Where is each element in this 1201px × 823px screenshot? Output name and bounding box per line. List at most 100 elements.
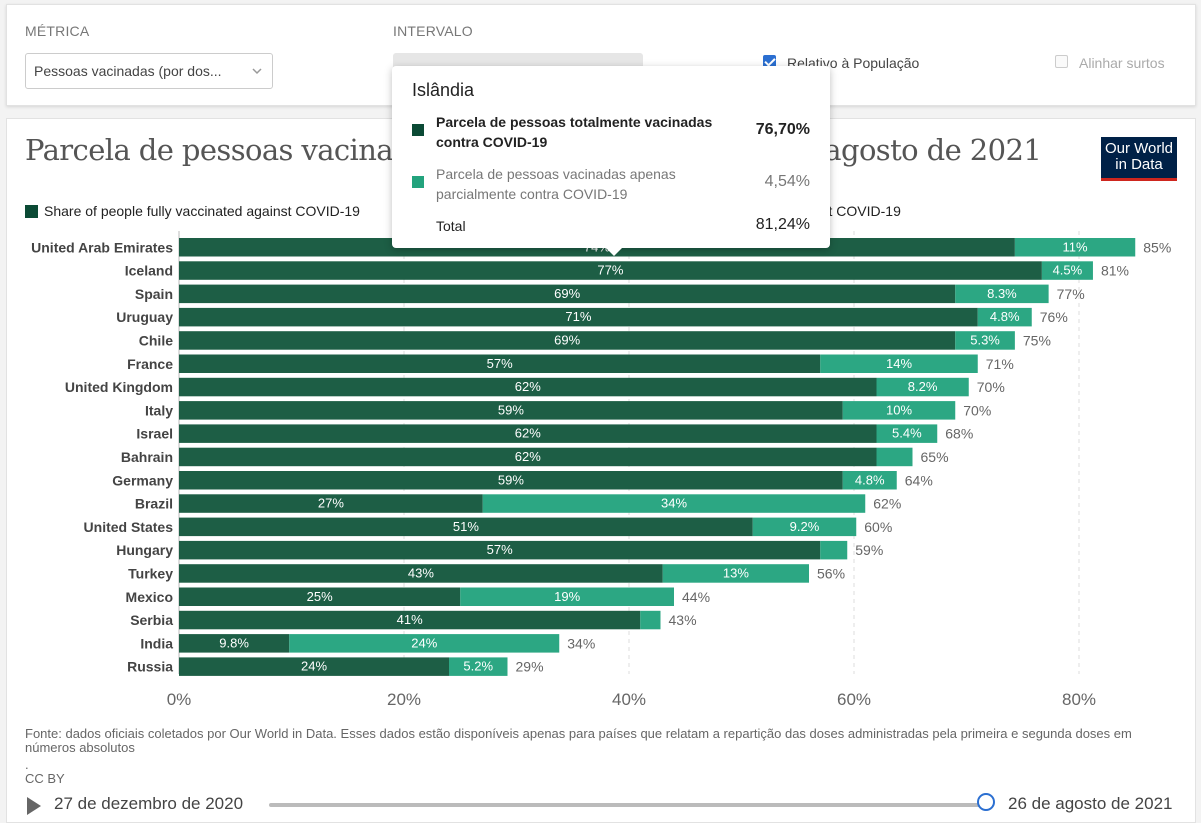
- bar-partial: [955, 331, 1015, 350]
- bar-label-partial: 34%: [661, 496, 687, 511]
- bar-label-partial: 9.2%: [790, 519, 820, 534]
- tooltip: Islândia Parcela de pessoas totalmente v…: [392, 66, 830, 256]
- category-label: Italy: [145, 402, 173, 418]
- bar-total-label: 71%: [986, 356, 1014, 372]
- category-label: Chile: [139, 332, 173, 348]
- bar-label-fully: 62%: [515, 449, 541, 464]
- bar-partial: [482, 494, 866, 513]
- bar-total-label: 56%: [817, 565, 845, 581]
- bar-partial: [876, 447, 913, 467]
- owid-logo[interactable]: Our World in Data: [1101, 137, 1177, 181]
- x-tick-label: 80%: [1062, 690, 1096, 709]
- bar-label-fully: 69%: [554, 332, 580, 347]
- metric-dropdown[interactable]: Pessoas vacinadas (por dos...: [25, 53, 273, 89]
- align-checkbox[interactable]: [1055, 55, 1068, 68]
- tooltip-row-partial: Parcela de pessoas vacinadas apenas parc…: [412, 164, 810, 204]
- bar-label-fully: 57%: [487, 542, 513, 557]
- legend-item-fully[interactable]: Share of people fully vaccinated against…: [25, 203, 360, 219]
- bar-fully: [179, 610, 641, 630]
- bar-label-partial: 24%: [411, 635, 437, 650]
- bar-total-label: 44%: [682, 589, 710, 605]
- bar-label-fully: 57%: [487, 356, 513, 371]
- metric-dropdown-value: Pessoas vacinadas (por dos...: [34, 63, 222, 79]
- source-note: Fonte: dados oficiais coletados por Our …: [25, 726, 1132, 755]
- bar-label-partial: 8.3%: [987, 286, 1017, 301]
- bar-partial: [842, 401, 956, 420]
- tooltip-value-total: 81,24%: [755, 216, 810, 233]
- bar-fully: [179, 401, 843, 420]
- bar-total-label: 70%: [963, 402, 991, 418]
- bar-fully: [179, 564, 663, 583]
- bar-fully: [179, 284, 956, 304]
- bar-fully: [179, 354, 821, 373]
- category-label: United Kingdom: [65, 379, 173, 395]
- tooltip-value-partial: 4,54%: [764, 173, 810, 190]
- bar-label-partial: 4.5%: [1053, 263, 1083, 278]
- bar-fully: [179, 657, 449, 676]
- bar-partial: [977, 307, 1032, 327]
- license-link[interactable]: CC BY: [25, 771, 65, 786]
- bar-label-partial: 4.8%: [855, 472, 885, 487]
- bar-total-label: 34%: [567, 635, 595, 651]
- bar-fully: [179, 540, 821, 560]
- tooltip-label-total: Total: [436, 218, 466, 234]
- x-tick-label: 60%: [837, 690, 871, 709]
- bar-label-partial: 14%: [886, 356, 912, 371]
- bar-partial: [876, 377, 969, 397]
- category-label: Serbia: [130, 612, 173, 628]
- bar-label-fully: 62%: [515, 379, 541, 394]
- bar-fully: [179, 377, 877, 397]
- bar-total-label: 62%: [873, 496, 901, 512]
- bar-label-partial: 13%: [723, 565, 749, 580]
- category-label: Bahrain: [121, 449, 173, 465]
- x-tick-label: 0%: [167, 690, 192, 709]
- bar-label-partial: 4.8%: [990, 309, 1020, 324]
- bar-chart-plot: 0%20%40%60%80%United Arab Emirates74%11%…: [31, 231, 1171, 709]
- bar-partial: [460, 587, 674, 606]
- bar-label-partial: 5.2%: [463, 659, 493, 674]
- bar-fully: [179, 587, 461, 606]
- category-label: Iceland: [125, 263, 173, 279]
- logo-underline: [1101, 178, 1177, 181]
- bar-fully: [179, 517, 753, 537]
- category-label: United States: [84, 519, 174, 535]
- bar-partial: [662, 564, 809, 583]
- bar-total-label: 70%: [977, 379, 1005, 395]
- tooltip-value-fully: 76,70%: [755, 121, 810, 138]
- tooltip-row-fully: Parcela de pessoas totalmente vacinadas …: [412, 112, 810, 152]
- chevron-down-icon: [252, 68, 262, 75]
- category-label: France: [127, 356, 173, 372]
- bar-fully: [179, 494, 483, 513]
- bar-fully: [179, 634, 290, 653]
- bar-label-partial: 10%: [886, 402, 912, 417]
- bar-partial: [955, 284, 1049, 304]
- bar-total-label: 43%: [669, 612, 697, 628]
- bar-fully: [179, 307, 978, 327]
- bar-total-label: 64%: [905, 472, 933, 488]
- category-label: Spain: [135, 286, 173, 302]
- bar-label-fully: 69%: [554, 286, 580, 301]
- bar-label-fully: 59%: [498, 402, 524, 417]
- bar-partial: [820, 354, 978, 373]
- interval-label: INTERVALO: [393, 23, 473, 39]
- bar-label-partial: 19%: [554, 589, 580, 604]
- category-label: India: [140, 635, 173, 651]
- timeline-start-date: 27 de dezembro de 2020: [54, 794, 244, 813]
- x-tick-label: 20%: [387, 690, 421, 709]
- bar-total-label: 60%: [864, 519, 892, 535]
- play-icon[interactable]: [27, 797, 41, 815]
- legend-swatch-fully: [25, 205, 38, 218]
- tooltip-label-fully: Parcela de pessoas totalmente vacinadas …: [436, 114, 713, 150]
- tooltip-swatch-partial: [412, 176, 424, 188]
- timeline-handle[interactable]: [977, 793, 995, 811]
- bar-fully: [179, 261, 1042, 280]
- bar-label-partial: 11%: [1063, 239, 1088, 254]
- bar-label-fully: 43%: [408, 565, 434, 580]
- bar-partial: [1041, 261, 1093, 280]
- category-label: Germany: [112, 472, 173, 488]
- timeline-track[interactable]: [269, 803, 989, 807]
- bar-partial: [842, 471, 897, 490]
- bar-total-label: 68%: [945, 426, 973, 442]
- bar-label-fully: 27%: [318, 496, 344, 511]
- bar-partial: [640, 610, 661, 630]
